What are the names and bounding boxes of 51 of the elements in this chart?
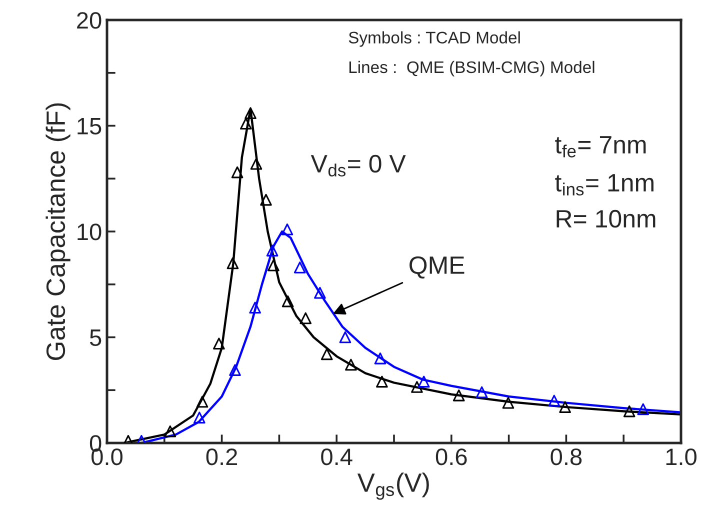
point	[231, 166, 244, 178]
annotation: t$_{fe}$= 7nm	[555, 136, 646, 158]
point	[637, 403, 650, 416]
point	[548, 394, 560, 407]
point	[339, 331, 352, 344]
point	[268, 259, 280, 272]
point	[452, 389, 465, 402]
y-tick-label: 15	[78, 118, 102, 135]
annotation: Lines : QME (BSIM-CMG) Model	[349, 60, 594, 76]
y-tick-label: 20	[77, 12, 102, 29]
point	[229, 364, 241, 376]
annotation: R= 10nm	[556, 210, 656, 228]
annotation: t$_{ins}$= 1nm	[555, 174, 654, 196]
point	[281, 223, 294, 236]
point	[294, 262, 306, 274]
point	[345, 358, 357, 371]
point	[250, 158, 262, 170]
point	[623, 405, 636, 418]
point	[374, 352, 386, 364]
annotation: V$_{ds}$= 0 V	[310, 154, 406, 176]
point	[226, 257, 239, 270]
point	[376, 376, 388, 388]
point	[559, 401, 571, 413]
point	[300, 312, 312, 324]
x-tick-label: 1.0	[666, 448, 696, 466]
point	[282, 295, 294, 308]
point	[213, 338, 225, 350]
point	[314, 286, 326, 299]
point	[244, 107, 256, 119]
point	[502, 396, 514, 409]
annotation: QME	[410, 256, 464, 279]
point	[266, 244, 278, 256]
point	[240, 118, 252, 130]
point	[194, 412, 206, 424]
x-tick-label: 0.4	[321, 448, 352, 466]
annotation: Symbols : TCAD Model	[348, 31, 520, 47]
x-tick-label: 0.6	[436, 448, 467, 466]
x-axis-title: V$_{gs}$(V)	[357, 472, 429, 500]
point	[260, 194, 272, 206]
point	[196, 396, 208, 408]
point	[164, 425, 176, 438]
point	[320, 348, 333, 360]
y-tick-label: 5	[90, 330, 102, 346]
y-tick-label: 10	[78, 224, 102, 240]
point	[418, 376, 430, 388]
x-tick-label: 0.8	[550, 448, 582, 466]
point	[411, 381, 423, 393]
x-tick-label: 0.2	[206, 448, 238, 466]
y-axis-title: Gate Capacitance (fF)	[46, 103, 70, 360]
point	[249, 302, 262, 314]
point	[476, 386, 488, 398]
